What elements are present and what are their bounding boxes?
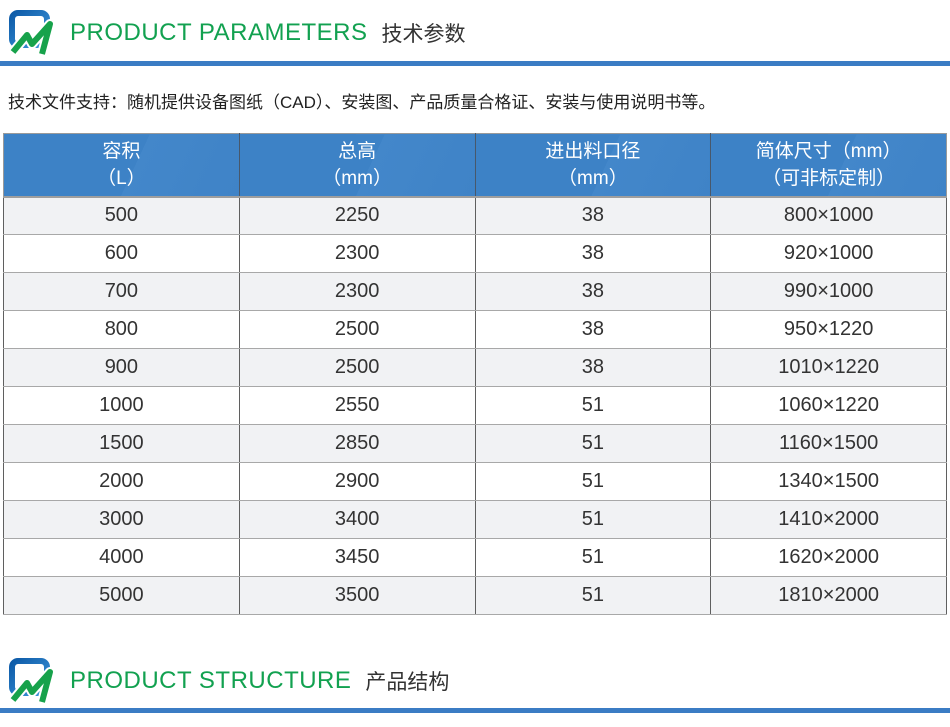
table-cell: 900 [3, 348, 240, 387]
column-header: 简体尺寸（mm） （可非标定制） [710, 133, 947, 198]
table-row: 3000 3400 51 1410×2000 [3, 500, 947, 539]
table-cell: 4000 [3, 538, 240, 577]
table-cell: 920×1000 [710, 234, 947, 273]
structure-section-header: PRODUCT STRUCTURE 产品结构 [0, 648, 950, 705]
parameters-table: 容积 （L） 总高 （mm） 进出料口径 （mm） 简体尺寸（mm） （可非标定制） 500 2… [3, 133, 947, 615]
company-logo-icon [9, 658, 55, 704]
table-cell: 1810×2000 [710, 576, 947, 615]
table-cell: 38 [474, 348, 712, 387]
table-row: 900 2500 38 1010×1220 [3, 348, 947, 387]
table-header-row: 容积 （L） 总高 （mm） 进出料口径 （mm） 简体尺寸（mm） （可非标定制） [3, 133, 947, 198]
table-cell: 51 [474, 538, 712, 577]
tech-support-text: 技术文件支持：随机提供设备图纸（CAD）、安装图、产品质量合格证、安装与使用说明… [8, 93, 716, 112]
table-row: 600 2300 38 920×1000 [3, 234, 947, 273]
table-cell: 1620×2000 [710, 538, 947, 577]
table-cell: 1340×1500 [710, 462, 947, 501]
table-cell: 1500 [3, 424, 240, 463]
bottom-divider-rule [0, 708, 950, 713]
table-cell: 2250 [238, 196, 476, 235]
table-cell: 990×1000 [710, 272, 947, 311]
table-cell: 51 [474, 424, 712, 463]
table-cell: 38 [474, 310, 712, 349]
table-cell: 3000 [3, 500, 240, 539]
table-cell: 2850 [238, 424, 476, 463]
table-cell: 38 [474, 196, 712, 235]
table-head: 容积 （L） 总高 （mm） 进出料口径 （mm） 简体尺寸（mm） （可非标定制） [3, 133, 947, 198]
structure-title-zh: 产品结构 [365, 670, 450, 694]
table-cell: 1060×1220 [710, 386, 947, 425]
column-header: 进出料口径 （mm） [475, 133, 712, 198]
parameters-title-en: PRODUCT PARAMETERS [70, 18, 368, 46]
column-header: 容积 （L） [3, 133, 240, 198]
table-cell: 950×1220 [710, 310, 947, 349]
table-row: 2000 2900 51 1340×1500 [3, 462, 947, 501]
table-body: 500 2250 38 800×1000 600 2300 38 920×1000 700 230… [3, 196, 947, 615]
table-row: 500 2250 38 800×1000 [3, 196, 947, 235]
table-cell: 2900 [238, 462, 476, 501]
column-header: 总高 （mm） [239, 133, 476, 198]
table-cell: 1000 [3, 386, 240, 425]
structure-title-en: PRODUCT STRUCTURE [70, 666, 352, 694]
table-cell: 51 [474, 500, 712, 539]
parameters-title-zh: 技术参数 [381, 22, 466, 46]
table-cell: 2500 [238, 348, 476, 387]
table-cell: 51 [474, 462, 712, 501]
table-cell: 2500 [238, 310, 476, 349]
table-cell: 800×1000 [710, 196, 947, 235]
table-row: 700 2300 38 990×1000 [3, 272, 947, 311]
table-cell: 3500 [238, 576, 476, 615]
top-divider-rule [0, 61, 950, 66]
table-cell: 600 [3, 234, 240, 273]
table-cell: 3400 [238, 500, 476, 539]
table-row: 1500 2850 51 1160×1500 [3, 424, 947, 463]
table-cell: 800 [3, 310, 240, 349]
parameters-section-header: PRODUCT PARAMETERS 技术参数 [0, 0, 950, 57]
table-row: 800 2500 38 950×1220 [3, 310, 947, 349]
table-cell: 1010×1220 [710, 348, 947, 387]
table-cell: 1160×1500 [710, 424, 947, 463]
table-cell: 38 [474, 234, 712, 273]
table-cell: 2300 [238, 234, 476, 273]
company-logo-icon [9, 10, 55, 56]
table-cell: 51 [474, 386, 712, 425]
table-cell: 700 [3, 272, 240, 311]
table-cell: 3450 [238, 538, 476, 577]
table-cell: 2300 [238, 272, 476, 311]
table-cell: 2000 [3, 462, 240, 501]
table-cell: 1410×2000 [710, 500, 947, 539]
table-row: 5000 3500 51 1810×2000 [3, 576, 947, 615]
table-cell: 51 [474, 576, 712, 615]
table-cell: 500 [3, 196, 240, 235]
table-cell: 5000 [3, 576, 240, 615]
table-cell: 38 [474, 272, 712, 311]
table-row: 1000 2550 51 1060×1220 [3, 386, 947, 425]
table-row: 4000 3450 51 1620×2000 [3, 538, 947, 577]
table-cell: 2550 [238, 386, 476, 425]
